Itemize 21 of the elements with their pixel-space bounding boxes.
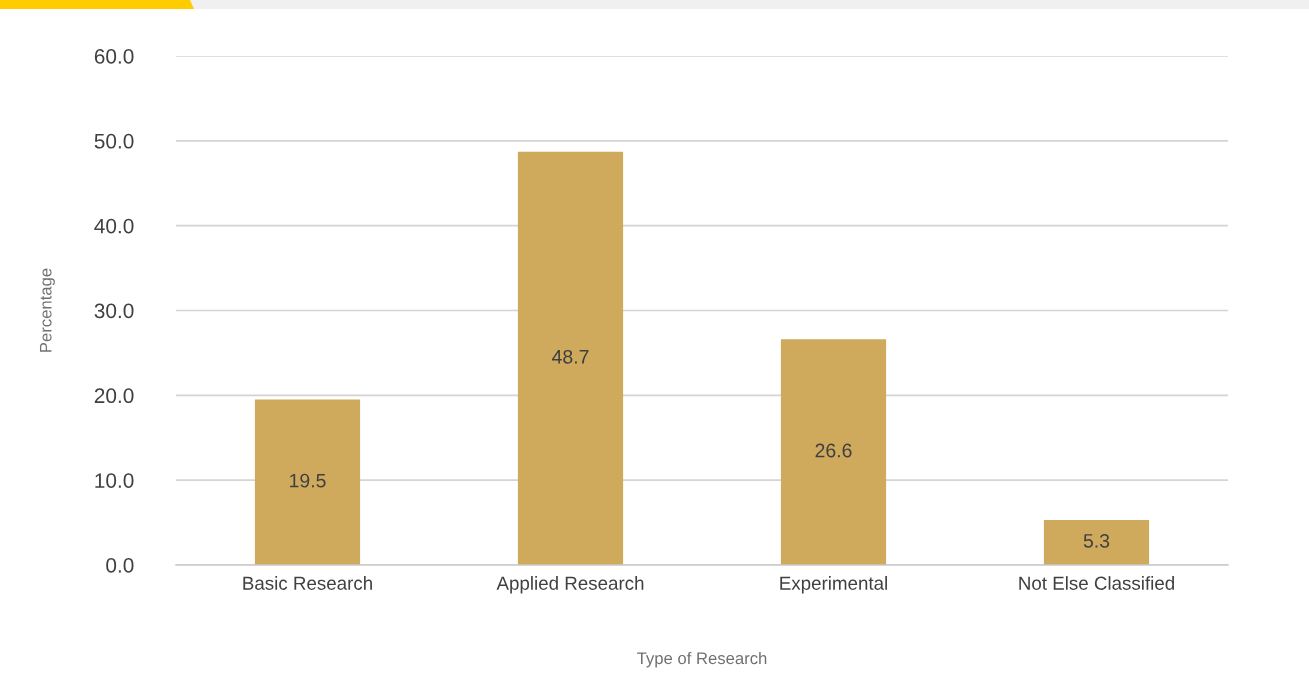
y-tick-label: 60.0: [94, 49, 134, 64]
data-label: 19.5: [290, 473, 326, 488]
y-tick-label: 30.0: [94, 303, 134, 319]
data-label: 5.3: [1083, 533, 1110, 548]
data-label: 48.7: [552, 349, 589, 364]
bar: [780, 339, 887, 565]
x-tick-label: Basic Research: [243, 576, 372, 590]
bar: [517, 151, 624, 565]
x-tick-label: Not Else Classified: [1019, 576, 1174, 590]
y-tick-label: 40.0: [94, 218, 134, 234]
y-tick-label: 10.0: [95, 473, 134, 488]
bar: [1043, 520, 1150, 565]
bar: [254, 399, 361, 565]
x-axis-title: Type of Research: [637, 651, 767, 668]
y-tick-label: 50.0: [94, 133, 134, 149]
y-tick-label: 0.0: [106, 558, 134, 573]
data-label: 26.6: [815, 443, 852, 458]
y-tick-label: 20.0: [94, 388, 134, 404]
x-tick-label: Experimental: [780, 576, 887, 594]
y-axis-title: Percentage: [39, 268, 55, 352]
x-tick-label: Applied Research: [496, 576, 644, 594]
